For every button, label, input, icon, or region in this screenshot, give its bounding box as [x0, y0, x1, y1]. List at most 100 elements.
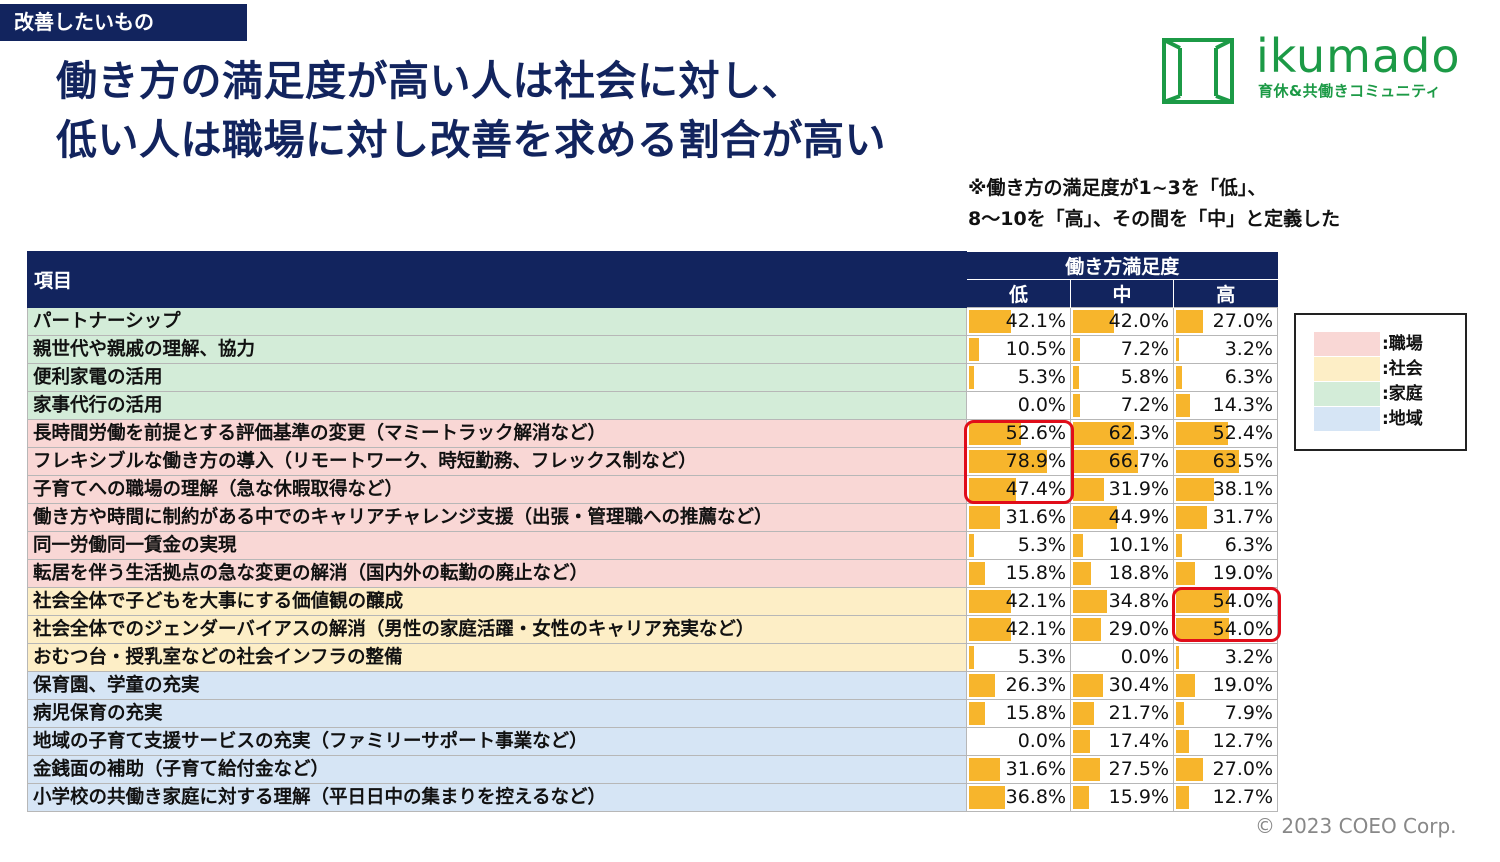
value-bar — [1073, 450, 1139, 473]
value-bar — [969, 534, 975, 557]
legend-label: :社会 — [1382, 359, 1423, 379]
item-label: フレキシブルな働き方の導入（リモートワーク、時短勤務、フレックス制など） — [27, 447, 967, 476]
value-label: 12.7% — [1212, 786, 1273, 808]
value-cell-low: 5.3% — [966, 363, 1071, 392]
value-cell-mid: 0.0% — [1070, 643, 1174, 672]
value-label: 31.9% — [1108, 478, 1169, 500]
value-label: 44.9% — [1108, 506, 1169, 528]
value-label: 15.8% — [1005, 702, 1066, 724]
value-label: 14.3% — [1212, 394, 1273, 416]
value-label: 0.0% — [1017, 730, 1066, 752]
value-label: 38.1% — [1212, 478, 1273, 500]
item-label: 同一労働同一賃金の実現 — [27, 531, 967, 560]
value-cell-low: 42.1% — [966, 307, 1071, 336]
value-bar — [1176, 394, 1191, 417]
item-label: 家事代行の活用 — [27, 391, 967, 420]
value-cell-high: 14.3% — [1173, 391, 1278, 420]
value-cell-low: 36.8% — [966, 783, 1071, 812]
value-label: 27.0% — [1212, 310, 1273, 332]
value-cell-mid: 44.9% — [1070, 503, 1174, 532]
category-legend: :職場 :社会 :家庭 :地域 — [1294, 313, 1467, 451]
value-bar — [1176, 506, 1208, 529]
value-label: 26.3% — [1005, 674, 1066, 696]
table-row: 小学校の共働き家庭に対する理解（平日日中の集まりを控えるなど） 36.8% 15.9… — [27, 783, 1278, 812]
section-tag: 改善したいもの — [0, 4, 247, 41]
value-bar — [1073, 534, 1083, 557]
value-cell-low: 0.0% — [966, 391, 1071, 420]
value-label: 52.4% — [1212, 422, 1273, 444]
value-cell-mid: 10.1% — [1070, 531, 1174, 560]
value-bar — [969, 702, 985, 725]
value-bar — [969, 366, 975, 389]
value-bar — [1073, 394, 1081, 417]
value-cell-low: 42.1% — [966, 615, 1071, 644]
legend-item-workplace: :職場 — [1314, 332, 1454, 356]
legend-swatch — [1314, 407, 1380, 431]
value-bar — [1176, 590, 1230, 613]
value-cell-low: 5.3% — [966, 531, 1071, 560]
value-cell-high: 52.4% — [1173, 419, 1278, 448]
value-cell-high: 6.3% — [1173, 363, 1278, 392]
value-bar — [1176, 618, 1230, 641]
value-cell-low: 31.6% — [966, 755, 1071, 784]
legend-label: :家庭 — [1382, 384, 1423, 404]
value-bar — [1073, 366, 1079, 389]
item-label: おむつ台・授乳室などの社会インフラの整備 — [27, 643, 967, 672]
value-bar — [1176, 758, 1203, 781]
value-bar — [969, 618, 1011, 641]
legend-swatch — [1314, 382, 1380, 406]
value-bar — [969, 646, 975, 669]
value-cell-mid: 15.9% — [1070, 783, 1174, 812]
value-cell-high: 63.5% — [1173, 447, 1278, 476]
value-cell-low: 5.3% — [966, 643, 1071, 672]
value-label: 5.8% — [1120, 366, 1169, 388]
value-bar — [1176, 422, 1228, 445]
value-label: 10.1% — [1108, 534, 1169, 556]
value-label: 31.6% — [1005, 758, 1066, 780]
item-label: 働き方や時間に制約がある中でのキャリアチャレンジ支援（出張・管理職への推薦など） — [27, 503, 967, 532]
copyright: © 2023 COEO Corp. — [1255, 814, 1457, 838]
value-bar — [1176, 310, 1203, 333]
value-cell-mid: 18.8% — [1070, 559, 1174, 588]
value-cell-high: 27.0% — [1173, 755, 1278, 784]
value-bar — [1073, 786, 1089, 809]
value-bar — [969, 506, 1001, 529]
value-label: 42.1% — [1005, 310, 1066, 332]
value-cell-low: 0.0% — [966, 727, 1071, 756]
highlight-box-society-high — [1172, 587, 1281, 642]
legend-label: :地域 — [1382, 409, 1423, 429]
value-cell-low: 31.6% — [966, 503, 1071, 532]
value-bar — [1176, 702, 1184, 725]
value-bar — [969, 422, 1022, 445]
value-cell-high: 7.9% — [1173, 699, 1278, 728]
value-cell-high: 12.7% — [1173, 727, 1278, 756]
value-bar — [1073, 338, 1081, 361]
item-label: 金銭面の補助（子育て給付金など） — [27, 755, 967, 784]
value-bar — [1176, 450, 1239, 473]
table-body: パートナーシップ 42.1% 42.0% 27.0% 親世代や親戚の理解、協力 10.5%… — [27, 307, 1278, 812]
value-label: 31.7% — [1212, 506, 1273, 528]
value-label: 36.8% — [1005, 786, 1066, 808]
item-label: 保育園、学童の充実 — [27, 671, 967, 700]
value-bar — [1073, 590, 1108, 613]
satisfaction-group-header: 働き方満足度 — [966, 251, 1278, 280]
note-line-1: ※働き方の満足度が1~3を「低」、 — [968, 177, 1267, 199]
value-label: 5.3% — [1017, 534, 1066, 556]
value-label: 10.5% — [1005, 338, 1066, 360]
value-bar — [1176, 674, 1195, 697]
table-row: 便利家電の活用 5.3% 5.8% 6.3% — [27, 363, 1278, 392]
value-bar — [1073, 506, 1117, 529]
item-label: 便利家電の活用 — [27, 363, 967, 392]
value-label: 0.0% — [1017, 394, 1066, 416]
value-bar — [1073, 310, 1115, 333]
value-cell-high: 19.0% — [1173, 671, 1278, 700]
value-cell-mid: 66.7% — [1070, 447, 1174, 476]
value-label: 66.7% — [1108, 450, 1169, 472]
table-row: 社会全体で子どもを大事にする価値観の醸成 42.1% 34.8% 54.0% — [27, 587, 1278, 616]
value-bar — [1176, 478, 1214, 501]
value-bar — [1073, 422, 1135, 445]
title-line-1: 働き方の満足度が高い人は社会に対し、 — [56, 57, 803, 105]
value-bar — [1176, 562, 1195, 585]
value-cell-mid: 42.0% — [1070, 307, 1174, 336]
legend-item-region: :地域 — [1314, 407, 1454, 431]
